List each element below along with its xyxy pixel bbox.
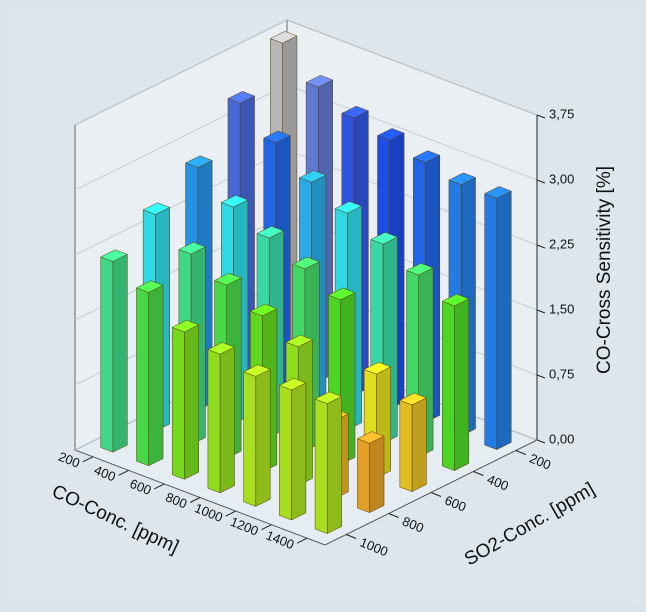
z-tick [536,244,546,249]
bar-top [484,186,512,199]
bar-face [112,253,128,453]
z-tick [536,374,546,379]
bar-face [291,382,307,521]
y-tick [473,471,484,476]
bar-top [278,377,307,391]
bar [207,342,236,494]
bar-top [142,202,171,215]
bar [171,319,200,480]
bar-face [243,371,257,507]
bar [314,391,343,534]
bar-top [356,431,385,444]
x-tick [261,524,272,531]
x-tick [82,456,94,463]
x-tick [189,497,201,503]
y-tick [430,492,442,497]
bar-top [292,256,320,270]
bar-top [363,361,392,375]
z-tick-label: 0,75 [549,366,574,381]
z-tick-label: 0,00 [549,431,574,446]
bar-top [412,150,441,163]
z-tick-label: 3,00 [549,171,574,186]
bar [243,364,271,507]
bar-face [279,385,292,521]
bar-face [326,396,342,534]
bar-top [341,105,369,119]
bar-top [327,287,356,301]
bar-top [207,342,236,355]
bar [441,293,470,471]
z-axis-title: CO-Cross Sensitivity [%] [594,166,615,374]
z-tick [536,114,546,119]
z-tick-label: 1,50 [549,301,574,316]
x-tick [296,537,308,544]
bar-face [496,190,512,450]
bar-top [305,75,334,88]
bar-face [136,287,149,467]
bar-face [171,326,185,480]
grid-line [74,19,538,126]
bar-top [399,392,428,406]
x-tick [118,469,129,476]
bar-face [442,300,455,471]
x-tick [154,483,165,490]
bar [135,280,164,467]
bar-face [148,284,164,467]
bar-top [243,364,271,377]
bar-top [376,128,405,141]
bar-top [256,225,285,239]
bar-top [314,391,343,404]
bar-top [448,172,477,185]
bar-top [213,272,242,286]
bar-top [178,242,207,255]
z-tick-label: 2,25 [549,236,574,251]
bar-face [454,298,470,471]
bar [356,431,385,513]
bar [484,186,512,450]
y-tick [346,534,357,539]
bar-face [484,193,498,450]
bar-top [441,293,470,307]
bar-face [100,256,114,453]
bar-face [184,324,200,480]
bar-top [334,201,363,214]
bar-top [184,155,213,168]
bar-face [255,368,271,507]
z-tick [536,309,546,314]
bar-top [100,249,128,262]
bar-top [298,170,327,183]
bar-face [219,346,235,494]
bar-top [220,195,249,208]
bar-top [405,262,434,276]
bar-face [369,435,385,513]
z-tick [536,179,546,184]
bar-face [207,349,221,494]
bar-face [411,397,427,492]
z-tick-label: 3,75 [549,106,574,121]
bar-top [227,91,256,104]
bar-top [269,31,298,44]
bar [278,377,307,521]
bar-top [135,280,164,293]
bar [100,249,128,453]
bar-top [285,334,314,348]
bar-face [314,398,328,534]
bar-top [370,232,399,245]
bar-top [263,130,291,144]
bar [399,392,428,492]
z-tick [536,439,546,444]
bar-face [357,438,370,513]
bar-top [249,303,278,317]
y-tick [515,450,526,455]
bar-face [399,399,413,492]
bar-top [171,319,200,333]
x-tick [225,510,236,517]
y-tick [388,513,399,518]
